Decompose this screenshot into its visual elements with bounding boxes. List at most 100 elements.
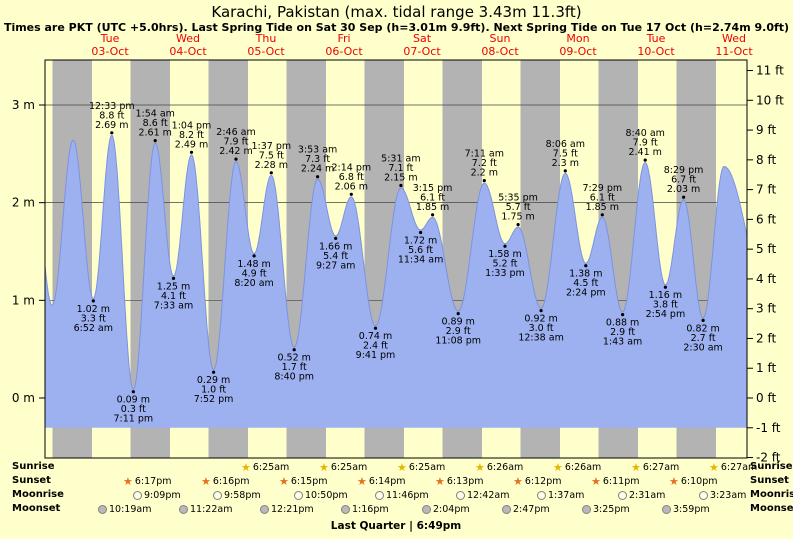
moonrise-icon xyxy=(213,490,222,500)
moonset-time: 12:21pm xyxy=(271,503,314,515)
sunrise-time: 6:25am xyxy=(408,461,446,473)
moonset-icon xyxy=(422,504,431,514)
sunrise-entry: ★ 6:25am xyxy=(397,460,445,474)
sunset-entry: ★ 6:14pm xyxy=(357,474,406,488)
moonrise-time: 12:42am xyxy=(467,489,510,501)
tide-extreme-label: 0.92 m 3.0 ft 12:38 am xyxy=(518,314,563,344)
moonrise-entry: 2:31am xyxy=(618,488,665,502)
sunset-row-label-right: Sunset xyxy=(750,475,789,486)
tide-extreme-label: 0.52 m 1.7 ft 8:40 pm xyxy=(274,353,314,383)
right-axis-label: -1 ft xyxy=(756,421,781,435)
right-axis-label: 4 ft xyxy=(756,272,776,286)
sunset-star-icon: ★ xyxy=(435,474,445,488)
sunrise-row-label-right: Sunrise xyxy=(750,461,793,472)
tide-extreme-dot xyxy=(349,192,353,196)
moonrise-entry: 1:37am xyxy=(537,488,584,502)
tide-extreme-label: 7:29 pm 6.1 ft 1.85 m xyxy=(582,183,622,213)
sunset-entry: ★ 6:11pm xyxy=(591,474,640,488)
tide-extreme-dot xyxy=(234,157,238,161)
moonset-entry: 1:16pm xyxy=(341,502,389,516)
tide-extreme-dot xyxy=(584,264,588,268)
left-axis-label: 0 m xyxy=(12,391,35,405)
tide-extreme-label: 1:54 am 8.6 ft 2.61 m xyxy=(135,109,174,139)
tide-extreme-dot xyxy=(621,313,625,317)
moonrise-time: 9:58pm xyxy=(224,489,261,501)
tide-extreme-dot xyxy=(663,285,668,289)
moonrise-time: 1:37am xyxy=(548,489,585,501)
tide-extreme-dot xyxy=(131,390,135,394)
date-label-day: Wed xyxy=(176,32,200,45)
moonrise-row-label-left: Moonrise xyxy=(12,489,64,500)
tide-extreme-label: 1.58 m 5.2 ft 1:33 pm xyxy=(485,249,525,279)
left-axis-label: 1 m xyxy=(12,293,35,307)
tide-extreme-label: 5:31 am 7.1 ft 2.15 m xyxy=(381,154,420,184)
sunset-star-icon: ★ xyxy=(357,474,367,488)
tide-extreme-label: 1.38 m 4.5 ft 2:24 pm xyxy=(566,269,606,299)
moonset-entry: 2:04pm xyxy=(422,502,470,516)
tide-extreme-label: 1.72 m 5.6 ft 11:34 am xyxy=(398,236,443,266)
sunrise-entry: ★ 6:27am xyxy=(631,460,679,474)
sunrise-star-icon: ★ xyxy=(475,460,485,474)
tide-extreme-label: 1:04 pm 8.2 ft 2.49 m xyxy=(172,120,212,150)
tide-curve xyxy=(44,134,748,390)
moonset-entry: 11:22am xyxy=(179,502,232,516)
moonset-time: 11:22am xyxy=(190,503,233,515)
moonset-entry: 2:47pm xyxy=(502,502,550,516)
tide-extreme-label: 2:14 pm 6.8 ft 2.06 m xyxy=(331,162,371,192)
tide-extreme-dot xyxy=(456,312,460,316)
date-label-day: Sun xyxy=(490,32,511,45)
moonrise-time: 9:09pm xyxy=(144,489,181,501)
sunset-time: 6:14pm xyxy=(368,475,406,487)
sunset-time: 6:16pm xyxy=(212,475,250,487)
tide-extreme-label: 1.66 m 5.4 ft 9:27 am xyxy=(316,241,355,271)
moonset-entry: 3:59pm xyxy=(662,502,710,516)
moonset-time: 3:59pm xyxy=(673,503,710,515)
moonset-icon xyxy=(582,504,591,514)
moonset-entry: 3:25pm xyxy=(582,502,630,516)
tide-extreme-label: 1:37 pm 7.5 ft 2.28 m xyxy=(251,141,291,171)
sunrise-time: 6:27am xyxy=(642,461,680,473)
sunset-row: Sunset Sunset ★ 6:17pm ★ 6:16pm ★ 6:15pm ★ 6:14pm… xyxy=(0,474,793,488)
right-axis-label: 5 ft xyxy=(756,242,776,256)
moonrise-icon xyxy=(133,490,142,500)
date-label-date: 04-Oct xyxy=(169,45,207,58)
moonset-icon xyxy=(502,504,511,514)
moon-phase-note: Last Quarter | 6:49pm xyxy=(330,520,462,532)
moonset-entry: 10:19am xyxy=(98,502,151,516)
right-axis-label: 11 ft xyxy=(756,64,784,78)
sunrise-row-label-left: Sunrise xyxy=(12,461,55,472)
moonrise-time: 11:46pm xyxy=(386,489,429,501)
date-label-date: 06-Oct xyxy=(325,45,363,58)
sunset-time: 6:12pm xyxy=(524,475,562,487)
moonrise-row: Moonrise Moonrise 9:09pm 9:58pm 10:50pm 11:46… xyxy=(0,488,793,502)
sunset-time: 6:17pm xyxy=(134,475,172,487)
moonrise-row-label-right: Moonrise xyxy=(750,489,793,500)
moonrise-icon xyxy=(699,490,708,500)
date-label-date: 07-Oct xyxy=(403,45,441,58)
sunset-time: 6:15pm xyxy=(290,475,328,487)
moonrise-icon xyxy=(537,490,546,500)
date-label-day: Fri xyxy=(337,32,350,45)
sunrise-time: 6:27am xyxy=(720,461,758,473)
sunset-star-icon: ★ xyxy=(513,474,523,488)
sunrise-star-icon: ★ xyxy=(319,460,329,474)
date-label-day: Sat xyxy=(413,32,432,45)
chart-title: Karachi, Pakistan (max. tidal range 3.43… xyxy=(211,3,582,21)
tide-extreme-dot xyxy=(334,236,338,240)
right-axis-label: 10 ft xyxy=(756,93,784,107)
right-axis-label: 6 ft xyxy=(756,212,776,226)
sunrise-entry: ★ 6:26am xyxy=(475,460,523,474)
sunset-star-icon: ★ xyxy=(669,474,679,488)
moonrise-entry: 10:50pm xyxy=(294,488,348,502)
date-label-date: 08-Oct xyxy=(481,45,519,58)
sunset-star-icon: ★ xyxy=(201,474,211,488)
moonset-row: Moonset Moonset 10:19am 11:22am 12:21pm 1:16p… xyxy=(0,502,793,516)
moonset-row-label-left: Moonset xyxy=(12,503,61,514)
tide-extreme-label: 0.09 m 0.3 ft 7:11 pm xyxy=(113,395,153,425)
sunset-entry: ★ 6:12pm xyxy=(513,474,562,488)
moonset-time: 10:19am xyxy=(109,503,152,515)
sunset-star-icon: ★ xyxy=(279,474,289,488)
plot-border xyxy=(44,59,748,459)
right-axis-label: 0 ft xyxy=(756,391,776,405)
